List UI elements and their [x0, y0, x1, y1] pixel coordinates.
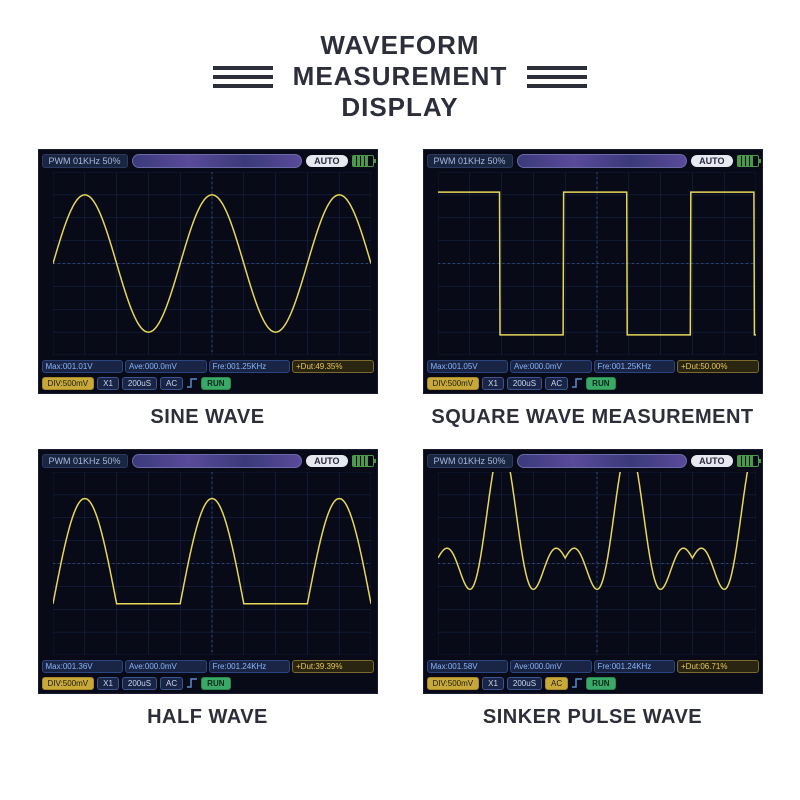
panel-caption: SQUARE WAVE MEASUREMENT: [431, 406, 753, 429]
stat-readout: Max:001.36V: [42, 660, 124, 673]
scope-panel: PWM 01KHz 50% AUTO Max:001.36VAve:000.0m…: [30, 449, 385, 729]
coupling-control[interactable]: AC: [545, 377, 568, 390]
pwm-readout: PWM 01KHz 50%: [427, 454, 513, 468]
oscilloscope-screen: PWM 01KHz 50% AUTO Max:001.05VAve:000.0m…: [423, 149, 763, 394]
trigger-edge-icon: [186, 377, 198, 389]
stat-readout: Ave:000.0mV: [510, 360, 592, 373]
stat-readout: Ave:000.0mV: [125, 360, 207, 373]
auto-mode-badge: AUTO: [691, 155, 732, 167]
battery-icon: [737, 155, 759, 167]
panel-caption: SINE WAVE: [150, 406, 264, 429]
plot-area: [53, 472, 371, 655]
plot-area: [438, 472, 756, 655]
main-header: WAVEFORM MEASUREMENT DISPLAY: [213, 30, 588, 124]
stat-readout: Max:001.58V: [427, 660, 509, 673]
stat-readout: Fre:001.25KHz: [594, 360, 676, 373]
controls-row: DIV:500mV X1 200uS AC RUN: [42, 677, 374, 690]
mini-waveform-icon: [132, 154, 303, 168]
coupling-control[interactable]: AC: [160, 677, 183, 690]
stat-readout: +Dut:50.00%: [677, 360, 759, 373]
run-button[interactable]: RUN: [586, 377, 615, 390]
stats-row: Max:001.36VAve:000.0mVFre:001.24KHz+Dut:…: [42, 660, 374, 673]
mini-waveform-icon: [517, 154, 688, 168]
stat-readout: +Dut:39.39%: [292, 660, 374, 673]
stat-readout: Fre:001.25KHz: [209, 360, 291, 373]
controls-row: DIV:500mV X1 200uS AC RUN: [42, 377, 374, 390]
div-control[interactable]: DIV:500mV: [427, 677, 480, 690]
stat-readout: +Dut:49.35%: [292, 360, 374, 373]
pwm-readout: PWM 01KHz 50%: [42, 454, 128, 468]
panel-caption: SINKER PULSE WAVE: [483, 706, 702, 729]
timebase-control[interactable]: 200uS: [507, 677, 542, 690]
trigger-edge-icon: [571, 377, 583, 389]
stats-row: Max:001.58VAve:000.0mVFre:001.24KHz+Dut:…: [427, 660, 759, 673]
controls-row: DIV:500mV X1 200uS AC RUN: [427, 377, 759, 390]
trigger-edge-icon: [186, 677, 198, 689]
scope-topbar: PWM 01KHz 50% AUTO: [42, 153, 374, 169]
run-button[interactable]: RUN: [201, 377, 230, 390]
mini-waveform-icon: [132, 454, 303, 468]
run-button[interactable]: RUN: [201, 677, 230, 690]
oscilloscope-screen: PWM 01KHz 50% AUTO Max:001.01VAve:000.0m…: [38, 149, 378, 394]
plot-area: [438, 172, 756, 355]
mini-waveform-icon: [517, 454, 688, 468]
battery-icon: [352, 455, 374, 467]
controls-row: DIV:500mV X1 200uS AC RUN: [427, 677, 759, 690]
stat-readout: Fre:001.24KHz: [209, 660, 291, 673]
auto-mode-badge: AUTO: [306, 155, 347, 167]
coupling-control[interactable]: AC: [160, 377, 183, 390]
pwm-readout: PWM 01KHz 50%: [42, 154, 128, 168]
stat-readout: Fre:001.24KHz: [594, 660, 676, 673]
stats-row: Max:001.05VAve:000.0mVFre:001.25KHz+Dut:…: [427, 360, 759, 373]
header-decoration-left: [213, 66, 273, 88]
scope-topbar: PWM 01KHz 50% AUTO: [427, 153, 759, 169]
trigger-edge-icon: [571, 677, 583, 689]
oscilloscope-screen: PWM 01KHz 50% AUTO Max:001.58VAve:000.0m…: [423, 449, 763, 694]
probe-control[interactable]: X1: [97, 377, 119, 390]
stat-readout: Ave:000.0mV: [510, 660, 592, 673]
probe-control[interactable]: X1: [97, 677, 119, 690]
battery-icon: [737, 455, 759, 467]
header-decoration-right: [527, 66, 587, 88]
div-control[interactable]: DIV:500mV: [42, 677, 95, 690]
plot-area: [53, 172, 371, 355]
stat-readout: Max:001.01V: [42, 360, 124, 373]
panel-caption: HALF WAVE: [147, 706, 268, 729]
probe-control[interactable]: X1: [482, 677, 504, 690]
probe-control[interactable]: X1: [482, 377, 504, 390]
scope-panel: PWM 01KHz 50% AUTO Max:001.05VAve:000.0m…: [415, 149, 770, 429]
div-control[interactable]: DIV:500mV: [42, 377, 95, 390]
header-title: WAVEFORM MEASUREMENT DISPLAY: [293, 30, 508, 124]
scope-panel: PWM 01KHz 50% AUTO Max:001.01VAve:000.0m…: [30, 149, 385, 429]
stat-readout: +Dut:06.71%: [677, 660, 759, 673]
coupling-control[interactable]: AC: [545, 677, 568, 690]
oscilloscope-screen: PWM 01KHz 50% AUTO Max:001.36VAve:000.0m…: [38, 449, 378, 694]
auto-mode-badge: AUTO: [306, 455, 347, 467]
stat-readout: Max:001.05V: [427, 360, 509, 373]
div-control[interactable]: DIV:500mV: [427, 377, 480, 390]
scope-topbar: PWM 01KHz 50% AUTO: [42, 453, 374, 469]
pwm-readout: PWM 01KHz 50%: [427, 154, 513, 168]
stat-readout: Ave:000.0mV: [125, 660, 207, 673]
battery-icon: [352, 155, 374, 167]
timebase-control[interactable]: 200uS: [507, 377, 542, 390]
scope-panel: PWM 01KHz 50% AUTO Max:001.58VAve:000.0m…: [415, 449, 770, 729]
scope-topbar: PWM 01KHz 50% AUTO: [427, 453, 759, 469]
stats-row: Max:001.01VAve:000.0mVFre:001.25KHz+Dut:…: [42, 360, 374, 373]
timebase-control[interactable]: 200uS: [122, 677, 157, 690]
auto-mode-badge: AUTO: [691, 455, 732, 467]
run-button[interactable]: RUN: [586, 677, 615, 690]
scope-grid: PWM 01KHz 50% AUTO Max:001.01VAve:000.0m…: [30, 149, 770, 729]
timebase-control[interactable]: 200uS: [122, 377, 157, 390]
